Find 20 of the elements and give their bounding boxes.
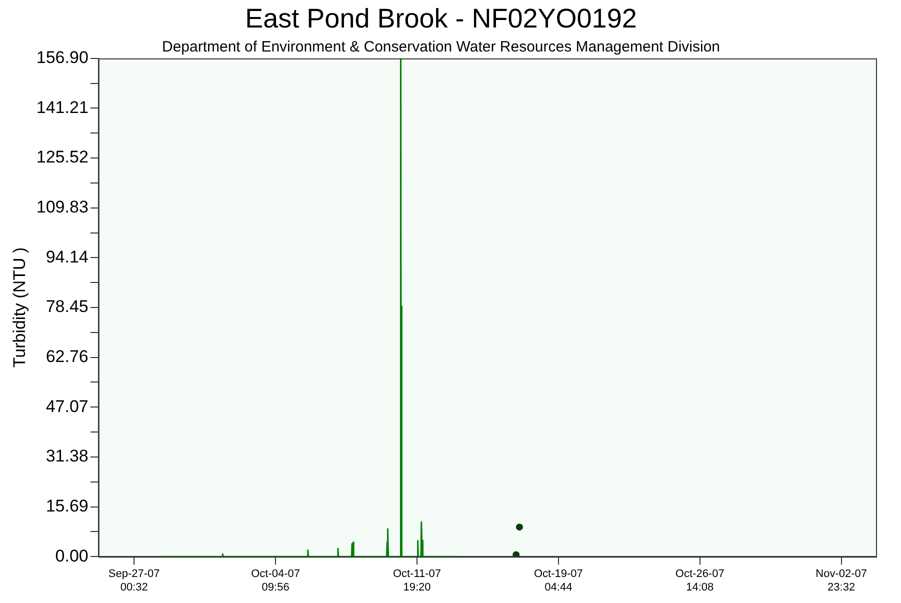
y-tick-label: 0.00 xyxy=(55,546,88,566)
y-tick-label: 94.14 xyxy=(46,247,88,266)
y-tick-label: 62.76 xyxy=(46,347,88,366)
x-tick-label: Oct-11-07 19:20 xyxy=(392,568,442,594)
x-tick-label: Oct-26-07 14:08 xyxy=(675,568,724,594)
y-tick-label: 125.52 xyxy=(36,148,88,167)
y-tick-label: 15.69 xyxy=(46,496,88,516)
x-tick-label: Sep-27-07 00:32 xyxy=(108,568,160,594)
y-tick-label: 78.45 xyxy=(46,297,88,316)
y-tick-label: 156.90 xyxy=(36,48,88,68)
y-axis-title: Turbidity (NTU ) xyxy=(10,247,29,368)
y-tick-label: 109.83 xyxy=(36,198,88,217)
chart-title: East Pond Brook - NF02YO0192 xyxy=(245,4,637,34)
x-tick-label: Nov-02-07 23:32 xyxy=(816,568,867,594)
y-tick-label: 31.38 xyxy=(46,446,88,466)
chart-subtitle: Department of Environment & Conservation Water Resources Management Division xyxy=(162,38,720,56)
y-tick-label: 47.07 xyxy=(46,396,88,416)
y-tick-label: 141.21 xyxy=(36,98,88,117)
x-tick-label: Oct-04-07 09:56 xyxy=(251,568,300,594)
x-tick-label: Oct-19-07 04:44 xyxy=(534,568,583,594)
